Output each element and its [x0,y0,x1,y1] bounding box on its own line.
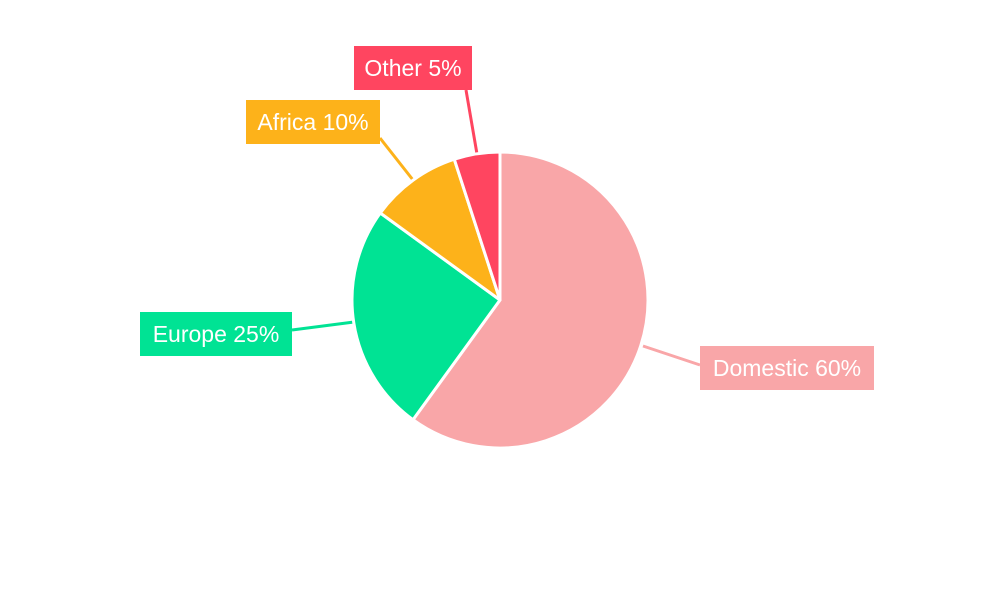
slice-label-text: Europe 25% [153,321,280,347]
pie-slice-europe [350,211,502,422]
pie-slices [350,150,650,450]
slice-label-box [140,312,292,356]
pie-slice-other [452,150,502,302]
slice-label-text: Domestic 60% [713,355,861,381]
slice-label-box [354,46,472,90]
slice-label-domestic: Domestic 60% [700,346,874,390]
leader-line-other [464,89,479,155]
slice-label-europe: Europe 25% [140,312,292,356]
slice-label-africa: Africa 10% [246,100,380,144]
leader-line-domestic [642,344,701,367]
slice-label-box [700,346,874,390]
slice-label-box [246,100,380,144]
slice-label-text: Africa 10% [257,109,368,135]
pie-slice-domestic [411,150,650,450]
leader-lines [291,89,701,367]
slice-labels: Domestic 60% Europe 25% Africa 10% Other 5% [140,46,874,390]
slice-label-text: Other 5% [364,55,461,81]
pie-slice-africa [378,157,502,302]
leader-line-europe [291,320,355,332]
leader-line-africa [378,137,415,181]
slice-label-other: Other 5% [354,46,472,90]
